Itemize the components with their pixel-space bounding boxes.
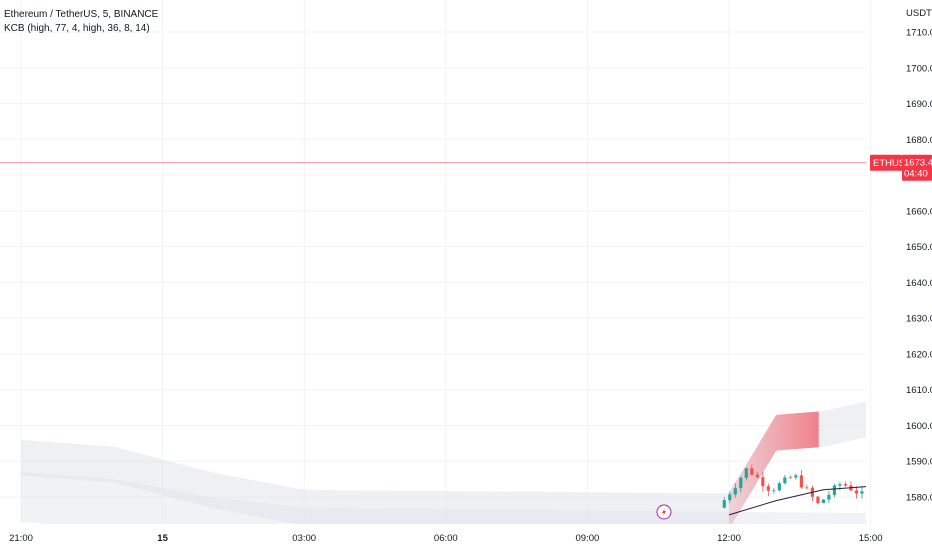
candle-body (723, 500, 726, 508)
candle-body (783, 477, 786, 483)
candle-body (750, 468, 753, 475)
x-tick-label: 06:00 (434, 533, 458, 544)
chart-legend: Ethereum / TetherUS, 5, BINANCE KCB (hig… (4, 8, 158, 36)
candle-body (827, 495, 830, 500)
x-tick-label: 15:00 (859, 533, 883, 544)
y-tick-label: 1580.00 (906, 493, 932, 504)
candle-body (789, 477, 792, 478)
candle-body (871, 493, 874, 494)
price-badge-value: 1673.46 (904, 158, 932, 169)
y-tick-label: 1620.00 (906, 349, 932, 360)
upper-band-highlight (729, 412, 819, 530)
candle-body (844, 484, 847, 485)
candle-body (833, 486, 836, 495)
y-tick-label: 1690.00 (906, 99, 932, 110)
y-tick-label: 1680.00 (906, 135, 932, 146)
last-price-badge[interactable]: ETHUSDT 1673.46 04:40 (870, 155, 932, 181)
candle-body (899, 480, 902, 483)
candle-body (800, 475, 803, 487)
x-tick-label: 21:00 (9, 533, 33, 544)
candle-body (921, 479, 924, 488)
symbol-legend: Ethereum / TetherUS, 5, BINANCE (4, 8, 158, 22)
x-tick-label: 03:00 (292, 533, 316, 544)
upper-band (21, 0, 932, 529)
axis-currency-label: USDT (906, 8, 932, 19)
candle-body (728, 494, 731, 500)
x-axis: 21:001503:0006:0009:0012:0015:0018:0021:… (9, 533, 932, 544)
candle-body (745, 468, 748, 478)
lower-band (21, 150, 932, 550)
y-tick-label: 1640.00 (906, 278, 932, 289)
x-tick-label: 15 (157, 533, 168, 544)
candle-body (794, 475, 797, 477)
y-axis: 1580.00 1590.00 1600.00 1610.00 1620.00 1630.… (906, 28, 932, 504)
candle-body (816, 497, 819, 503)
x-tick-label: 09:00 (576, 533, 600, 544)
candle-body (756, 475, 759, 477)
indicator-legend: KCB (high, 77, 4, high, 36, 8, 14) (4, 22, 158, 36)
y-tick-label: 1660.00 (906, 206, 932, 217)
candle-body (805, 487, 808, 488)
candle-body (882, 478, 885, 487)
candle-body (778, 483, 781, 490)
candle-body (761, 477, 764, 486)
candle-body (910, 486, 913, 487)
candle-body (866, 491, 869, 493)
candle-body (772, 490, 775, 491)
candle-body (734, 488, 737, 494)
countdown-label: 04:40 (904, 169, 928, 180)
candle-body (739, 478, 742, 488)
candle-body (877, 487, 880, 494)
candle-body (888, 478, 891, 480)
candle-body (822, 500, 825, 503)
candle-body (904, 483, 907, 486)
keltner-bands (21, 0, 932, 550)
candle-body (838, 484, 841, 485)
y-tick-label: 1700.00 (906, 63, 932, 74)
lightning-icon[interactable] (657, 505, 671, 519)
candle-body (915, 486, 918, 488)
y-tick-label: 1600.00 (906, 421, 932, 432)
candle-body (855, 490, 858, 493)
candle-body (767, 486, 770, 490)
y-tick-label: 1590.00 (906, 457, 932, 468)
candle-body (926, 473, 929, 479)
y-tick-label: 1610.00 (906, 385, 932, 396)
x-tick-label: 12:00 (717, 533, 741, 544)
candle-body (893, 480, 896, 481)
y-tick-label: 1630.00 (906, 314, 932, 325)
y-tick-label: 1710.00 (906, 28, 932, 39)
candle-body (860, 491, 863, 493)
y-tick-label: 1650.00 (906, 242, 932, 253)
